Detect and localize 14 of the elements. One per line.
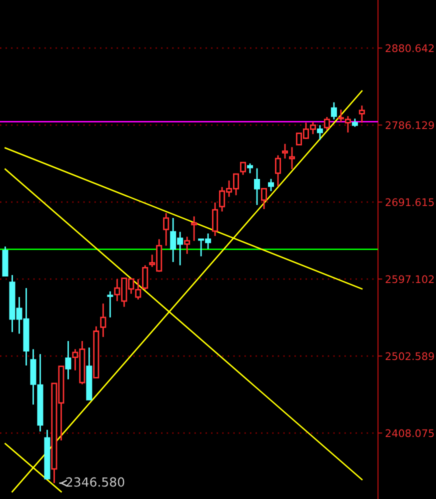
- y-tick-label: 2786.129: [386, 121, 434, 130]
- candlestick: [254, 168, 260, 206]
- candlestick: [191, 216, 198, 242]
- candlestick: [358, 104, 365, 124]
- candlestick: [288, 146, 295, 170]
- candlestick: [163, 212, 170, 246]
- annotation: 2346.580: [66, 477, 124, 487]
- y-tick-label: 2691.615: [386, 198, 434, 206]
- y-tick-label: 2408.075: [386, 429, 434, 438]
- y-tick-label: 2502.589: [386, 352, 434, 360]
- y-tick-label: 2597.102: [386, 275, 434, 284]
- candlestick: [100, 302, 106, 338]
- y-tick-label: 2880.642: [386, 44, 434, 52]
- candlestick: [65, 340, 72, 380]
